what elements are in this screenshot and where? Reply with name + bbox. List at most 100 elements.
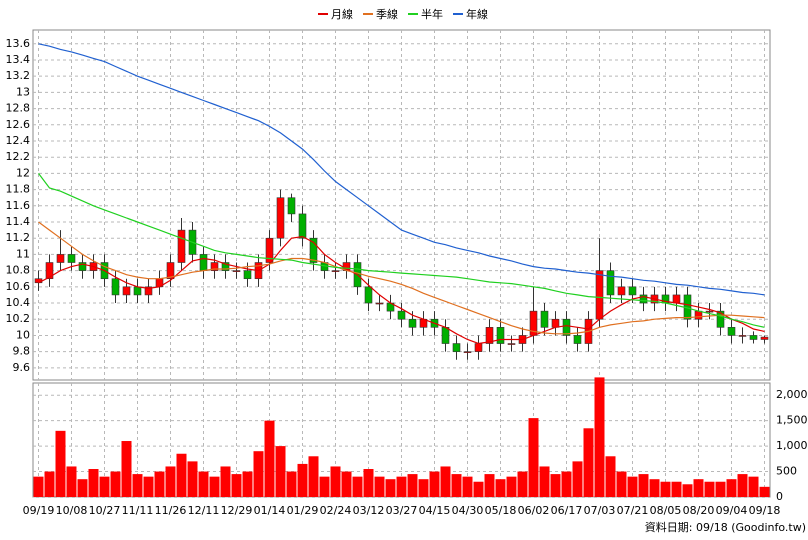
y-tick-label: 11.2 — [6, 231, 31, 244]
candle-body — [617, 286, 626, 296]
volume-bar — [759, 486, 770, 497]
volume-bar — [121, 441, 132, 497]
volume-bar — [352, 476, 363, 497]
volume-bar — [539, 466, 550, 497]
candle-body — [562, 318, 571, 336]
x-tick-label: 03/12 — [353, 504, 385, 517]
volume-bar — [363, 469, 374, 497]
candle-body — [727, 327, 736, 336]
y-tick-label: 11.6 — [6, 199, 31, 212]
volume-bar — [528, 418, 539, 497]
candle-body — [639, 294, 648, 304]
volume-bar — [132, 474, 143, 497]
candle-body — [276, 197, 285, 239]
x-tick-label: 02/24 — [320, 504, 352, 517]
candle-body — [441, 327, 450, 344]
volume-bar — [176, 453, 187, 497]
y-tick-label: 13.6 — [6, 37, 31, 50]
volume-bar — [737, 474, 748, 497]
y-tick-label: 12.4 — [6, 134, 31, 147]
candle-body — [738, 335, 747, 337]
footnote: 資料日期: 09/18 (Goodinfo.tw) — [645, 520, 806, 534]
y-tick-label: 11.8 — [6, 183, 31, 196]
volume-bar — [594, 377, 605, 497]
candle-body — [760, 336, 769, 340]
volume-bar — [66, 466, 77, 497]
volume-bar — [451, 474, 462, 497]
candle-body — [221, 262, 230, 271]
volume-bar — [396, 476, 407, 497]
x-tick-label: 12/11 — [188, 504, 220, 517]
candle-body — [265, 237, 274, 263]
volume-bar — [418, 479, 429, 497]
candle-body — [122, 286, 131, 296]
candle-body — [672, 294, 681, 304]
volume-bar — [308, 456, 319, 497]
candle-body — [166, 262, 175, 280]
candle-body — [595, 270, 604, 320]
volume-bar — [550, 474, 561, 497]
volume-bar — [462, 476, 473, 497]
ma-line — [38, 43, 765, 296]
candle-body — [199, 254, 208, 271]
volume-bar — [44, 471, 55, 497]
volume-bar — [561, 471, 572, 497]
y-tick-label: 12 — [16, 166, 30, 179]
volume-bar — [627, 476, 638, 497]
y-tick-label: 10.6 — [6, 280, 31, 293]
x-tick-label: 09/04 — [716, 504, 748, 517]
y-tick-label: 9.6 — [13, 361, 31, 374]
y-tick-label: 9.8 — [13, 345, 31, 358]
volume-bar — [473, 481, 484, 497]
volume-bar — [429, 471, 440, 497]
volume-bar — [682, 484, 693, 497]
volume-bar — [275, 446, 286, 497]
volume-bar — [649, 479, 660, 497]
volume-bar — [605, 456, 616, 497]
y2-tick-label: 2,000 — [776, 388, 808, 401]
y-tick-label: 10.2 — [6, 312, 31, 325]
y-tick-label: 13.4 — [6, 53, 31, 66]
x-tick-label: 07/03 — [584, 504, 616, 517]
volume-bar — [110, 471, 121, 497]
volume-bar — [484, 474, 495, 497]
candle-body — [485, 327, 494, 344]
candle-body — [133, 286, 142, 296]
y2-tick-label: 1,500 — [776, 414, 808, 427]
volume-bar — [495, 479, 506, 497]
ma-line — [38, 173, 765, 328]
volume-bar — [407, 474, 418, 497]
ma-line — [38, 221, 765, 335]
candle-body — [496, 327, 505, 344]
x-tick-label: 07/21 — [617, 504, 649, 517]
volume-bar — [33, 476, 44, 497]
candle-body — [375, 302, 384, 305]
volume-bar — [77, 479, 88, 497]
candle-body — [463, 351, 472, 353]
x-tick-label: 06/02 — [518, 504, 550, 517]
candle-body — [144, 286, 153, 296]
candle-body — [397, 310, 406, 320]
volume-bar — [506, 476, 517, 497]
x-tick-label: 09/19 — [23, 504, 55, 517]
volume-bar — [374, 476, 385, 497]
volume-bar — [638, 474, 649, 497]
y-tick-label: 12.8 — [6, 102, 31, 115]
y-tick-label: 10.8 — [6, 264, 31, 277]
volume-bar — [319, 476, 330, 497]
volume-bar — [220, 466, 231, 497]
x-tick-label: 03/27 — [386, 504, 418, 517]
candle-body — [452, 343, 461, 352]
y-tick-label: 11.4 — [6, 215, 31, 228]
volume-bar — [165, 466, 176, 497]
x-tick-label: 10/27 — [89, 504, 121, 517]
x-tick-label: 09/18 — [749, 504, 781, 517]
volume-bar — [88, 469, 99, 497]
y2-tick-label: 1,000 — [776, 439, 808, 452]
y-tick-label: 10.4 — [6, 296, 31, 309]
candle-body — [606, 270, 615, 296]
candle-body — [540, 310, 549, 328]
volume-bar — [704, 481, 715, 497]
volume-bar — [286, 471, 297, 497]
candle-body — [716, 310, 725, 328]
